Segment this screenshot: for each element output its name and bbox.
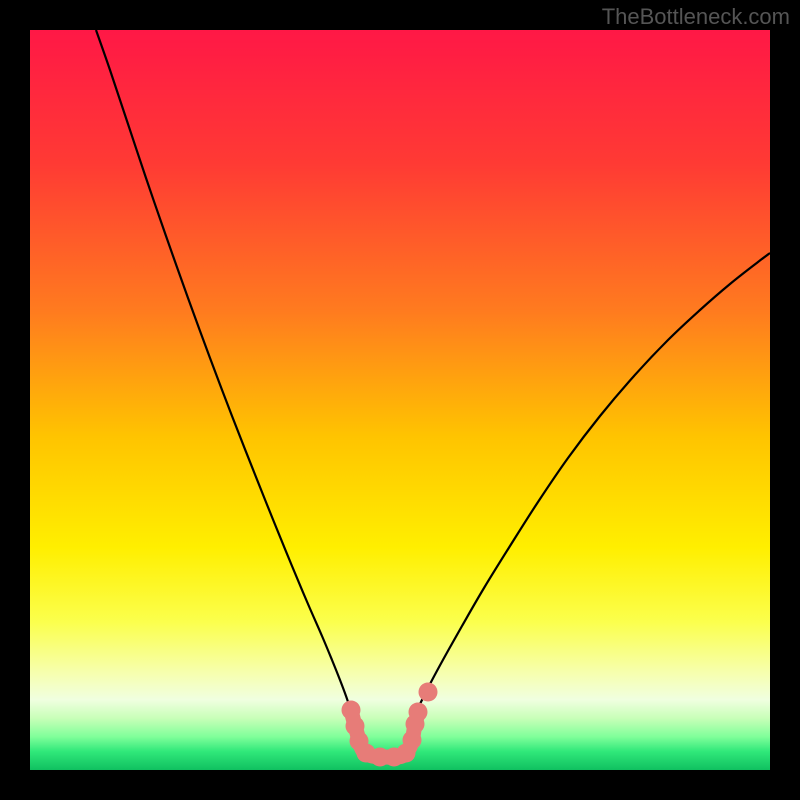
worm-dot (419, 683, 438, 702)
worm-dot (409, 703, 428, 722)
chart-container: TheBottleneck.com (0, 0, 800, 800)
worm-dot (403, 731, 422, 750)
bottleneck-curve-chart (0, 0, 800, 800)
plot-background (30, 30, 770, 770)
watermark-text: TheBottleneck.com (602, 4, 790, 30)
worm-dot (342, 701, 361, 720)
